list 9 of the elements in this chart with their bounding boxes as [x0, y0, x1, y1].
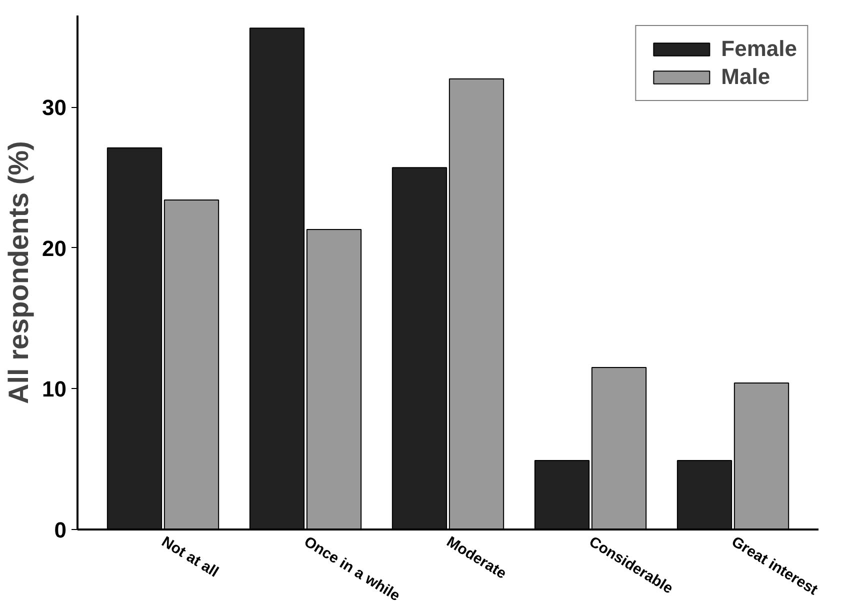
- legend-label: Male: [721, 64, 770, 90]
- x-tick-label: Once in a while: [301, 533, 403, 605]
- y-axis-title: All respondents (%): [3, 141, 34, 404]
- y-tick-label: 10: [42, 376, 67, 402]
- y-tick-label: 30: [42, 95, 67, 120]
- x-tick-label: Not at all: [158, 533, 222, 581]
- y-tick-label: 0: [54, 518, 67, 542]
- legend-label: Female: [721, 36, 797, 62]
- y-tick-label: 20: [42, 236, 67, 261]
